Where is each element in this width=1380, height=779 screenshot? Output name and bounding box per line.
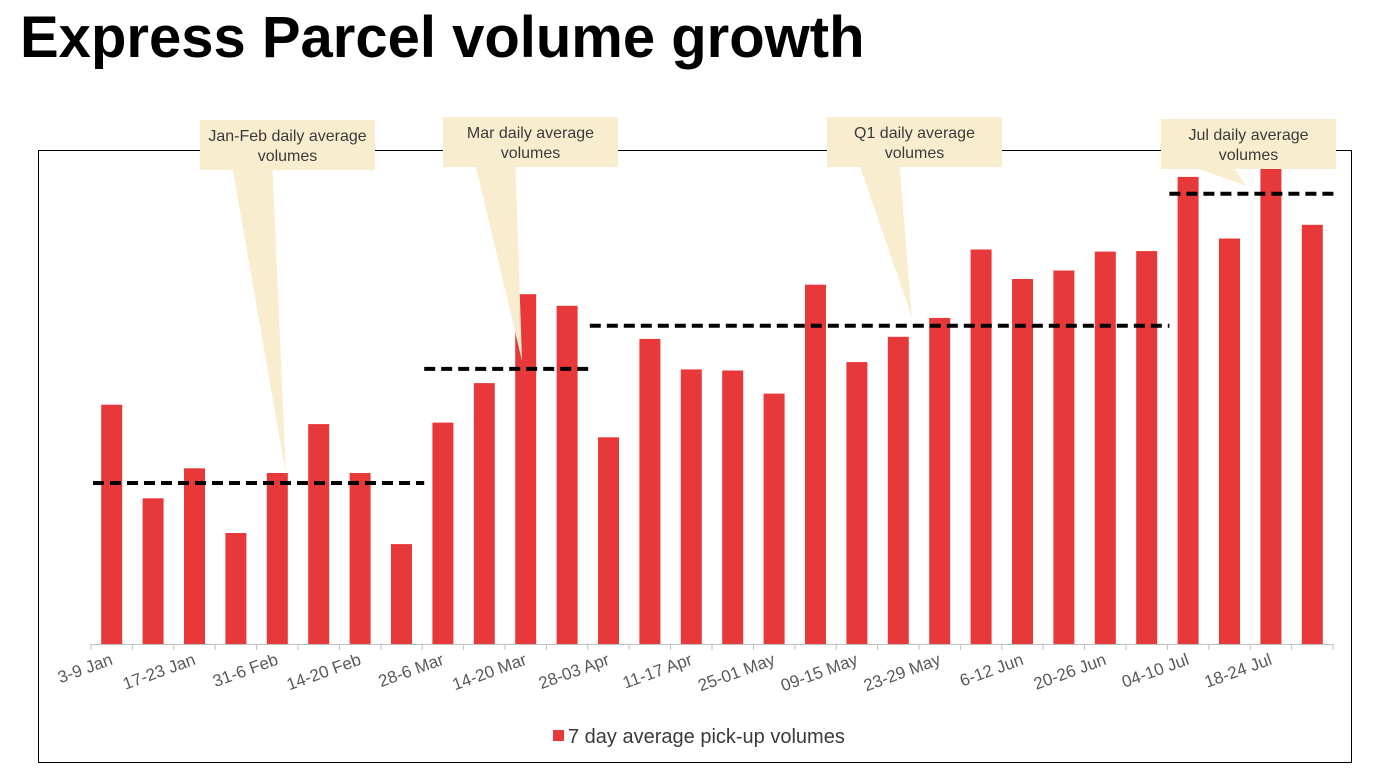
x-tick-label: 28-6 Mar bbox=[376, 650, 447, 691]
bar-28-6-mar bbox=[432, 422, 454, 644]
bar-02-08-may bbox=[805, 284, 826, 644]
x-tick-label: 11-17 Apr bbox=[620, 650, 695, 693]
x-tick-label: 23-29 May bbox=[861, 650, 943, 695]
bar-24-30-jan bbox=[225, 533, 247, 644]
callout-pointer bbox=[475, 165, 522, 361]
callout-label: Jul daily average volumes bbox=[1188, 127, 1308, 164]
bar-09-15-may bbox=[846, 362, 868, 644]
bar-3-9-jan bbox=[101, 404, 123, 644]
x-tick-label: 18-24 Jul bbox=[1202, 650, 1274, 692]
bar-17-23-jan bbox=[184, 468, 205, 644]
x-tick-label: 25-01 May bbox=[695, 650, 777, 695]
callout-label: Jan-Feb daily average volumes bbox=[208, 128, 366, 165]
callout-pointer bbox=[859, 165, 912, 318]
callout-pointer bbox=[232, 168, 286, 476]
bar-10-16-jan bbox=[142, 498, 164, 644]
bar-20-26-jun bbox=[1094, 251, 1116, 644]
callout-box bbox=[443, 117, 618, 167]
bar-21-27-mar bbox=[556, 305, 578, 644]
bar-23-29-may bbox=[929, 317, 951, 644]
x-axis-ticks bbox=[90, 644, 1334, 650]
legend: 7 day average pick-up volumes bbox=[553, 726, 845, 748]
bar-04-10-jul bbox=[1177, 176, 1199, 644]
bar-21-27-feb bbox=[391, 544, 412, 644]
callout-pointer bbox=[1193, 167, 1246, 186]
bar-27-03-jul bbox=[1136, 251, 1158, 644]
x-tick-label: 31-6 Feb bbox=[210, 650, 280, 691]
legend-label: 7 day average pick-up volumes bbox=[568, 726, 845, 748]
bar-13-19-jun bbox=[1053, 270, 1075, 644]
bar-7-13-feb bbox=[308, 424, 330, 644]
callout-1: Jan-Feb daily average volumes bbox=[200, 120, 375, 476]
callout-label: Mar daily average volumes bbox=[467, 125, 594, 162]
bar-11-17-jul bbox=[1219, 238, 1240, 644]
callout-box bbox=[827, 117, 1002, 167]
x-tick-label: 3-9 Jan bbox=[55, 650, 115, 687]
callout-2: Mar daily average volumes bbox=[443, 117, 618, 361]
bar-31-6-feb bbox=[266, 473, 288, 644]
bars-group bbox=[101, 148, 1323, 645]
bar-28-03-apr bbox=[598, 437, 619, 644]
callout-label: Q1 daily average volumes bbox=[854, 125, 975, 162]
bar-30-05-jun bbox=[970, 249, 992, 644]
legend-swatch bbox=[553, 730, 564, 741]
x-tick-label: 6-12 Jun bbox=[957, 650, 1026, 690]
x-tick-label: 09-15 May bbox=[778, 650, 860, 695]
callout-4: Jul daily average volumes bbox=[1161, 119, 1336, 186]
bar-04-10-apr bbox=[639, 338, 661, 644]
x-tick-label: 17-23 Jan bbox=[120, 650, 198, 694]
bar-25-31-jul bbox=[1301, 224, 1323, 645]
bar-6-12-jun bbox=[1012, 279, 1033, 644]
x-tick-label: 14-20 Mar bbox=[450, 650, 530, 694]
bar-18-24-apr bbox=[722, 370, 744, 644]
plot-frame bbox=[38, 150, 1352, 763]
x-tick-label: 04-10 Jul bbox=[1119, 650, 1191, 692]
average-lines bbox=[93, 191, 1335, 485]
bar-16-22-may bbox=[887, 336, 909, 644]
x-tick-label: 14-20 Feb bbox=[284, 650, 363, 694]
bar-18-24-jul bbox=[1260, 148, 1282, 644]
callout-box bbox=[200, 120, 375, 170]
x-tick-label: 20-26 Jun bbox=[1031, 650, 1109, 694]
bar-7-13-mar bbox=[473, 383, 495, 644]
callout-3: Q1 daily average volumes bbox=[827, 117, 1002, 318]
bar-14-20-mar bbox=[515, 294, 537, 644]
bar-25-01-may bbox=[763, 393, 785, 644]
bar-14-20-feb bbox=[349, 473, 371, 644]
x-tick-label: 28-03 Apr bbox=[536, 650, 612, 693]
bar-11-17-apr bbox=[680, 369, 702, 644]
page-title: Express Parcel volume growth bbox=[20, 5, 865, 70]
average-callouts: Jan-Feb daily average volumes Mar daily av… bbox=[200, 117, 1336, 476]
callout-box bbox=[1161, 119, 1336, 169]
x-axis-tick-labels: 3-9 Jan 17-23 Jan 31-6 Feb 14-20 Feb 28-6 Ma… bbox=[55, 650, 1274, 695]
